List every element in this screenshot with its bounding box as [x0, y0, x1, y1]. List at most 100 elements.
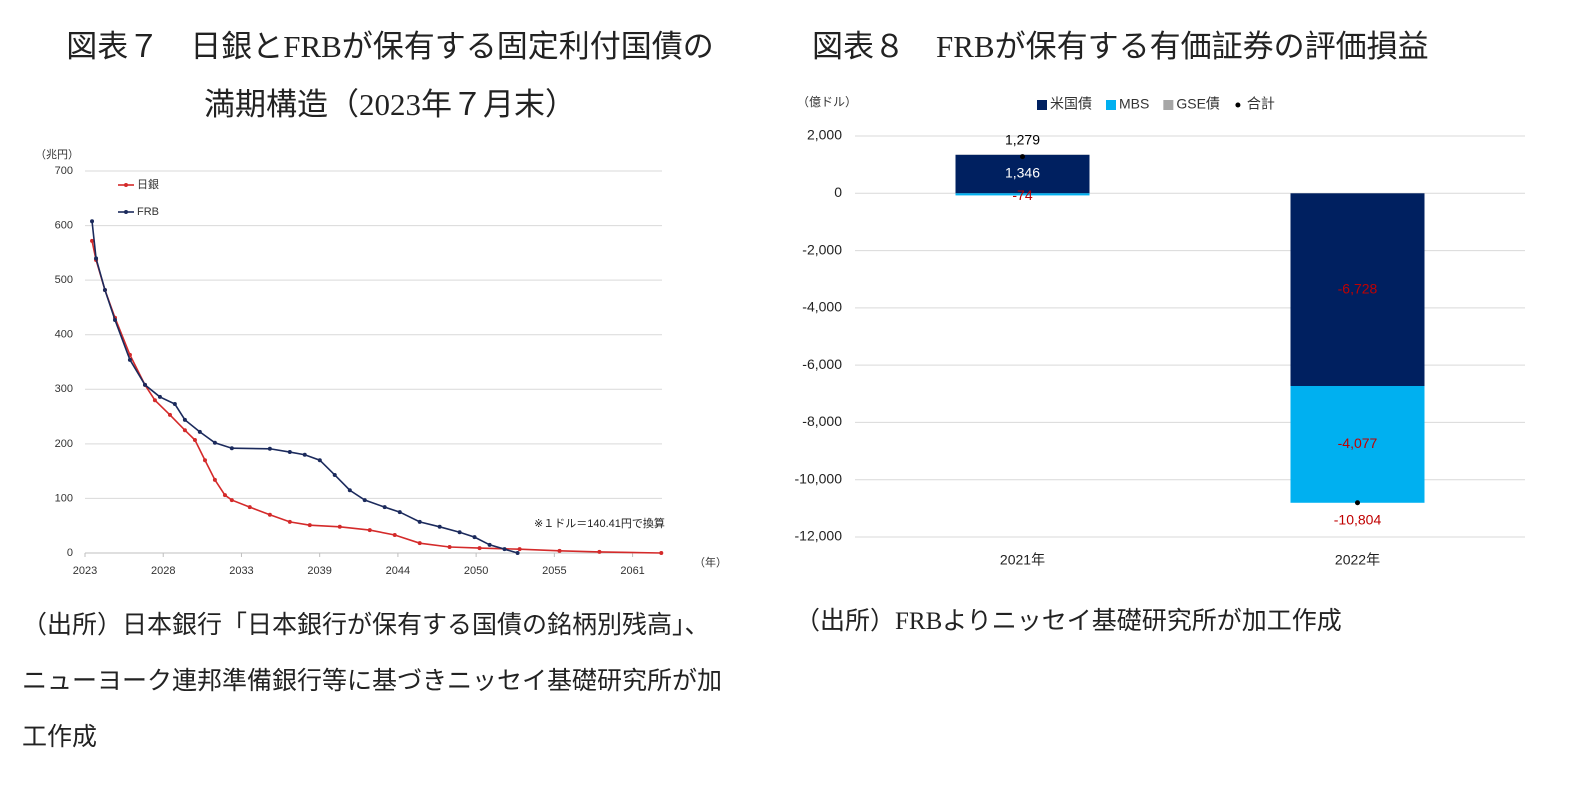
- x-axis-label: （年）: [694, 555, 727, 569]
- data-point: [397, 510, 402, 515]
- x-tick-label: 2055: [542, 565, 566, 577]
- bar-segment: [1290, 193, 1425, 386]
- data-point: [202, 458, 207, 463]
- data-point: [102, 287, 107, 292]
- data-point: [267, 446, 272, 451]
- data-point: [112, 317, 117, 322]
- data-point: [172, 402, 177, 407]
- data-label: -4,077: [1338, 435, 1378, 451]
- data-line: [91, 221, 518, 554]
- legend-label: FRB: [137, 206, 159, 218]
- y-tick-label: -6,000: [802, 356, 842, 372]
- data-point: [659, 551, 664, 555]
- y-tick-label: -12,000: [795, 528, 843, 544]
- data-point: [229, 446, 234, 451]
- data-line: [91, 240, 662, 554]
- y-tick-label: 0: [67, 547, 73, 559]
- data-point: [127, 357, 132, 362]
- total-point: [1355, 500, 1360, 506]
- y-tick-label: 500: [55, 274, 73, 286]
- x-tick-label: 2044: [386, 565, 410, 577]
- y-tick-label: 0: [834, 184, 842, 200]
- bar-segment: [1290, 385, 1425, 503]
- data-point: [167, 412, 172, 417]
- y-tick-label: -2,000: [802, 241, 842, 257]
- data-point: [222, 493, 227, 498]
- data-point: [192, 438, 197, 443]
- data-point: [229, 498, 234, 503]
- data-point: [332, 472, 337, 477]
- data-point: [367, 528, 372, 533]
- data-point: [597, 549, 602, 554]
- bar-segment: [955, 154, 1090, 194]
- x-tick-label: 2061: [620, 565, 644, 577]
- data-point: [182, 417, 187, 422]
- y-tick-label: -8,000: [802, 413, 842, 429]
- data-label: 1,346: [1005, 165, 1040, 181]
- x-tick-label: 2023: [73, 565, 97, 577]
- legend-swatch: [1037, 100, 1047, 110]
- data-point: [477, 546, 482, 551]
- source-note: （出所）日本銀行「日本銀行が保有する国債の銘柄別残高」、ニューヨーク連邦準備銀行…: [22, 612, 723, 751]
- data-point: [515, 551, 520, 555]
- data-point: [447, 544, 452, 549]
- y-tick-label: 100: [55, 492, 73, 504]
- data-point: [287, 450, 292, 455]
- source-note: （出所）FRBよりニッセイ基礎研究所が加工作成: [795, 608, 1342, 635]
- y-tick-label: -4,000: [802, 299, 842, 315]
- data-point: [437, 524, 442, 529]
- data-point: [182, 428, 187, 433]
- data-point: [212, 477, 217, 482]
- data-point: [157, 394, 162, 399]
- data-label: -74: [1012, 187, 1032, 203]
- y-tick-label: 600: [55, 219, 73, 231]
- y-tick-label: 2,000: [807, 127, 842, 143]
- data-point: [417, 519, 422, 524]
- data-point: [362, 498, 367, 503]
- data-label: -10,804: [1334, 511, 1382, 527]
- x-tick-label: 2028: [151, 565, 175, 577]
- legend-swatch: [124, 183, 128, 187]
- data-label: 1,279: [1005, 131, 1040, 147]
- y-axis-label: （億ドル）: [797, 95, 857, 109]
- data-point: [287, 519, 292, 524]
- data-point: [152, 398, 157, 403]
- data-point: [392, 532, 397, 537]
- data-point: [247, 505, 252, 510]
- x-tick-label: 2021年: [1000, 552, 1045, 568]
- data-point: [517, 547, 522, 552]
- y-tick-label: 400: [55, 329, 73, 341]
- data-point: [142, 382, 147, 387]
- data-point: [267, 512, 272, 517]
- data-point: [382, 505, 387, 510]
- data-point: [90, 238, 95, 243]
- legend-swatch: [1235, 102, 1241, 108]
- data-point: [472, 535, 477, 540]
- data-point: [417, 541, 422, 546]
- data-point: [197, 429, 202, 434]
- y-tick-label: 300: [55, 383, 73, 395]
- bar-segment: [955, 193, 1090, 196]
- data-point: [302, 452, 307, 457]
- annotation: ※１ドル＝140.41円で換算: [534, 516, 665, 530]
- data-point: [487, 542, 492, 547]
- x-tick-label: 2039: [307, 565, 331, 577]
- total-point: [1020, 154, 1025, 160]
- legend-label: GSE債: [1176, 96, 1220, 112]
- x-tick-label: 2050: [464, 565, 488, 577]
- data-point: [457, 530, 462, 535]
- data-point: [307, 523, 312, 528]
- data-point: [557, 548, 562, 553]
- data-point: [317, 458, 322, 463]
- chart-title: 図表８ FRBが保有する有価証券の評価損益: [812, 29, 1429, 64]
- legend-swatch: [124, 210, 128, 214]
- x-tick-label: 2033: [229, 565, 253, 577]
- legend-swatch: [1106, 100, 1116, 110]
- legend-label: 日銀: [137, 177, 159, 191]
- data-point: [94, 256, 99, 261]
- data-point: [337, 524, 342, 529]
- legend-label: 合計: [1247, 96, 1275, 112]
- data-point: [90, 219, 95, 224]
- y-tick-label: 200: [55, 438, 73, 450]
